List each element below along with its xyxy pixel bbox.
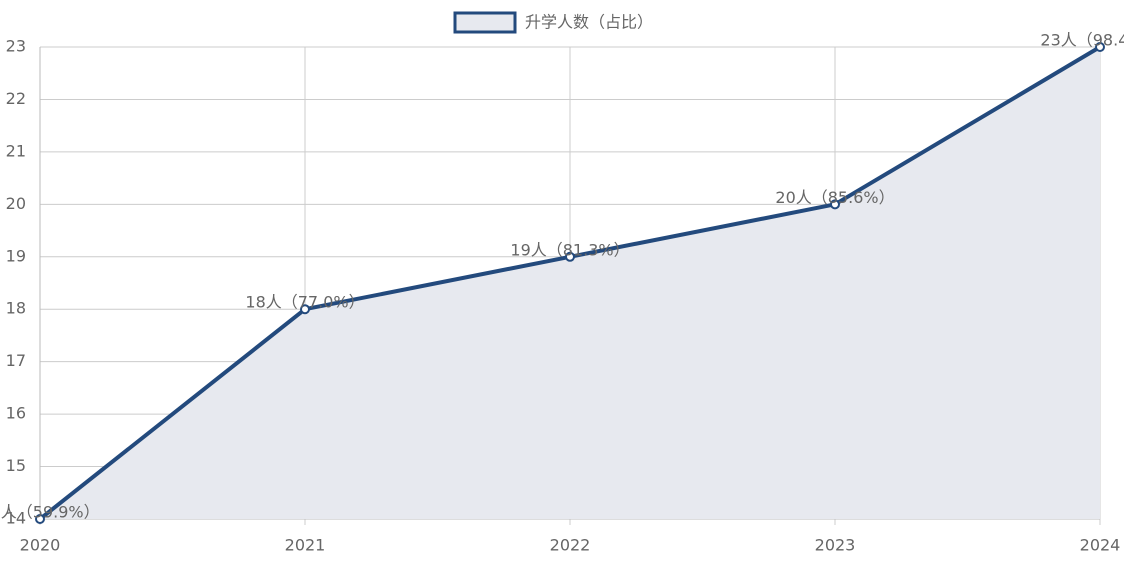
legend-swatch xyxy=(453,11,517,34)
y-tick-label: 19 xyxy=(6,246,26,265)
area xyxy=(40,47,1100,519)
y-tick-label: 17 xyxy=(6,351,26,370)
legend-label: 升学人数（占比） xyxy=(525,13,653,32)
y-tick-label: 18 xyxy=(6,299,26,318)
x-tick-label: 2020 xyxy=(20,536,61,555)
point xyxy=(35,514,45,524)
point xyxy=(565,251,575,262)
y-tick-label: 22 xyxy=(6,89,26,108)
data-label: 20人（85.6%） xyxy=(775,188,894,207)
y-tick-label: 16 xyxy=(6,404,26,423)
data-label: 19人（81.3%） xyxy=(510,240,629,259)
point xyxy=(1095,42,1105,52)
point xyxy=(830,199,840,210)
y-tick-label: 20 xyxy=(6,194,26,213)
y-tick-label: 15 xyxy=(6,456,26,475)
data-label: 23人（98.4%） xyxy=(1040,31,1124,50)
y-tick-label: 14 xyxy=(6,509,26,528)
data-label: 14人（59.9%） xyxy=(0,503,100,522)
y-tick-label: 23 xyxy=(6,37,26,56)
x-tick-label: 2021 xyxy=(285,536,326,555)
x-tick-label: 2022 xyxy=(550,536,591,555)
x-tick-label: 2023 xyxy=(815,536,856,555)
x-tick-label: 2024 xyxy=(1080,536,1121,555)
point xyxy=(300,304,310,315)
y-tick-label: 21 xyxy=(6,141,26,160)
data-label: 18人（77.0%） xyxy=(245,293,364,312)
